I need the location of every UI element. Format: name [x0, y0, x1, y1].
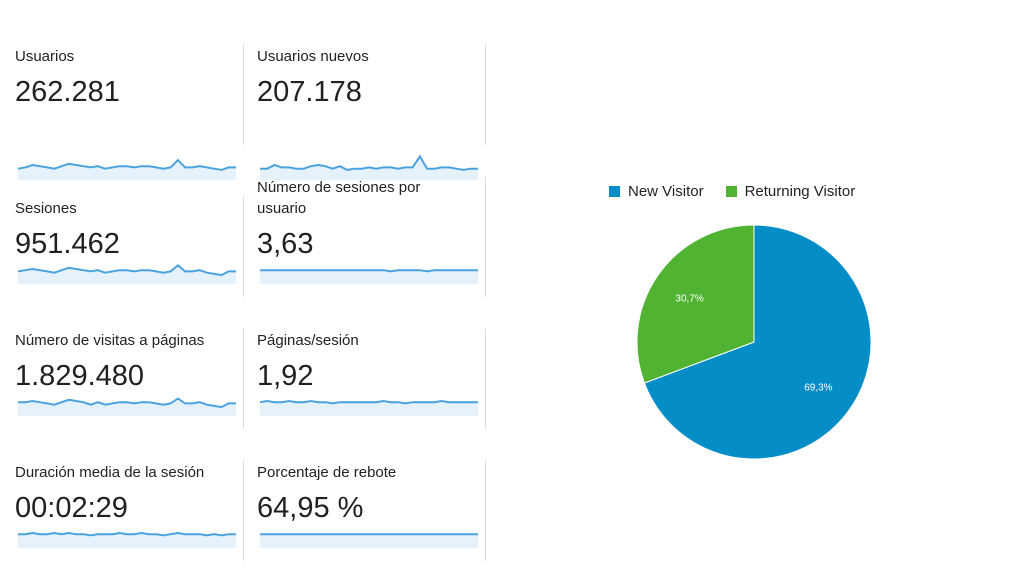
metric-label: Usuarios nuevos [257, 48, 369, 65]
metric-value: 3,63 [257, 228, 314, 260]
visitor-pie-chart: 69,3% 30,7% [636, 224, 872, 460]
sparkline-line [18, 397, 236, 409]
metric-label: Porcentaje de rebote [257, 464, 397, 481]
pie-label-new-visitor: 69,3% [804, 383, 832, 394]
sparkline [17, 263, 236, 284]
legend-label: New Visitor [628, 183, 704, 200]
sparkline [18, 531, 236, 548]
divider [243, 461, 244, 561]
sparkline-area [18, 533, 236, 548]
pie-label-returning-visitor: 30,7% [675, 293, 703, 304]
metric-value: 1,92 [257, 360, 314, 392]
metric-value: 951.462 [15, 228, 120, 260]
sparkline-line [17, 263, 236, 277]
sparkline [18, 397, 236, 416]
sparkline [260, 533, 478, 548]
metric-label: Sesiones [15, 200, 77, 217]
metric-value: 00:02:29 [15, 492, 128, 524]
sparkline [260, 154, 478, 180]
divider [243, 197, 244, 297]
metric-sesiones[interactable]: Sesiones 951.462 [15, 198, 243, 322]
metric-label: Páginas/sesión [257, 332, 359, 349]
metric-usuarios[interactable]: Usuarios 262.281 [15, 46, 243, 180]
sparkline-line [18, 531, 236, 537]
metric-value: 262.281 [15, 76, 120, 108]
legend-swatch [609, 186, 620, 197]
sparkline [260, 269, 478, 284]
pie-slice-returning-visitor[interactable] [636, 224, 755, 384]
legend-label: Returning Visitor [744, 183, 856, 200]
legend-item-new-visitor[interactable]: New Visitor [609, 183, 704, 200]
metric-porcentaje-rebote[interactable]: Porcentaje de rebote 64,95 % [257, 462, 485, 586]
sparkline-area [18, 160, 236, 180]
metric-visitas-paginas[interactable]: Número de visitas a páginas 1.829.480 [15, 330, 243, 454]
metric-paginas-sesion[interactable]: Páginas/sesión 1,92 [257, 330, 485, 454]
metric-label: Duración media de la sesión [15, 464, 205, 481]
metric-label: Número de visitas a páginas [15, 332, 205, 349]
metric-label: Número de sesiones por usuario [257, 179, 421, 217]
metric-value: 1.829.480 [15, 360, 145, 392]
pie-legend: New Visitor Returning Visitor [609, 183, 855, 200]
divider [485, 45, 486, 145]
metric-label: Usuarios [15, 48, 75, 65]
metric-value: 207.178 [257, 76, 362, 108]
legend-swatch [725, 186, 737, 197]
metric-sesiones-por-usuario[interactable]: Número de sesiones por usuario 3,63 [257, 177, 485, 301]
sparkline-area [260, 401, 478, 416]
metric-usuarios-nuevos[interactable]: Usuarios nuevos 207.178 [257, 46, 485, 180]
sparkline [17, 158, 236, 180]
pie-slice-new-visitor[interactable] [643, 224, 872, 460]
sparkline-area [260, 534, 478, 548]
sparkline-line [260, 269, 478, 273]
divider [485, 177, 486, 297]
sparkline-line [259, 399, 478, 405]
metric-duracion-media[interactable]: Duración media de la sesión 00:02:29 [15, 462, 243, 586]
divider [243, 329, 244, 429]
metric-value: 64,95 % [257, 492, 364, 524]
divider [485, 461, 486, 561]
sparkline-area [260, 270, 478, 284]
legend-item-returning-visitor[interactable]: Returning Visitor [725, 183, 856, 200]
divider [243, 45, 244, 145]
sparkline-line [260, 154, 478, 171]
sparkline-line [17, 158, 236, 171]
sparkline [259, 399, 478, 416]
sparkline-area [18, 398, 236, 416]
sparkline-area [18, 265, 236, 284]
divider [485, 329, 486, 429]
